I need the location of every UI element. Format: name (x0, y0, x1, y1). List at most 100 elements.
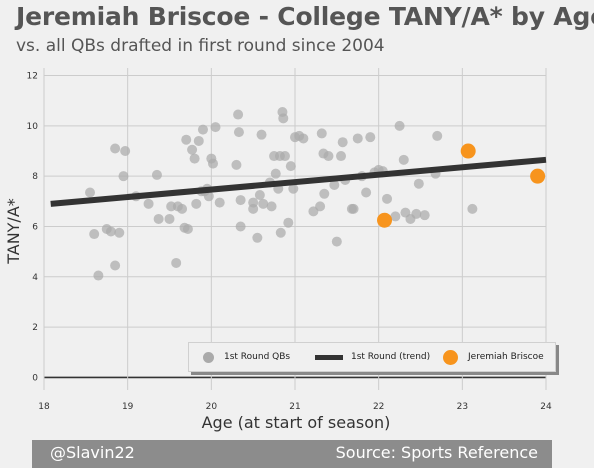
qb-point (164, 213, 175, 224)
qb-point (283, 217, 294, 228)
qb-point (285, 161, 296, 172)
qb-point (193, 135, 204, 146)
y-tick-label: 4 (32, 273, 38, 283)
qb-point (120, 146, 131, 157)
qb-point (252, 232, 263, 243)
y-tick-label: 6 (32, 222, 38, 232)
qb-point (382, 193, 393, 204)
qb-point (275, 227, 286, 238)
x-tick-label: 20 (206, 402, 218, 412)
qb-point (365, 132, 376, 143)
qb-point (235, 221, 246, 232)
trend-line-segment (50, 156, 547, 207)
qb-point (203, 191, 214, 202)
qb-point (93, 270, 104, 281)
qb-point (189, 153, 200, 164)
legend-item-trend: 1st Round (trend) (315, 343, 430, 371)
player-point (377, 212, 393, 228)
qb-point (105, 226, 116, 237)
x-tick-label: 22 (373, 402, 384, 412)
qb-point (89, 229, 100, 240)
legend-marker-player (443, 349, 458, 365)
qb-point (394, 120, 405, 131)
qb-point (254, 190, 265, 201)
qb-point (182, 224, 193, 234)
qb-point (331, 236, 342, 247)
qb-point (151, 169, 162, 180)
qb-point (256, 129, 267, 140)
qb-point (85, 187, 96, 198)
qb-point (143, 198, 154, 209)
qb-point (210, 122, 221, 133)
legend: 1st Round QBs 1st Round (trend) Jeremiah… (188, 342, 556, 372)
qb-point (316, 128, 327, 139)
qb-point (270, 168, 281, 179)
qb-point (288, 183, 299, 194)
qb-point (398, 154, 409, 165)
qb-point (390, 211, 401, 222)
qb-point (187, 144, 198, 155)
footer-source: Source: Sports Reference (335, 443, 538, 462)
qb-point (337, 137, 348, 148)
qb-point (171, 257, 182, 268)
legend-item-qbs: 1st Round QBs (203, 343, 290, 371)
legend-marker-trend (315, 354, 343, 360)
x-tick-labels: 18 19 20 21 22 23 24 (38, 402, 552, 412)
player-points (377, 143, 546, 228)
chart-title: Jeremiah Briscoe - College TANY/A* by Ag… (16, 2, 594, 31)
qb-point (329, 179, 340, 190)
x-tick-label: 24 (540, 402, 552, 412)
qb-point (233, 127, 244, 138)
qb-point (336, 151, 347, 162)
qb-point (279, 151, 290, 162)
legend-item-player: Jeremiah Briscoe (443, 343, 544, 371)
qb-point (181, 134, 192, 145)
x-tick-label: 21 (289, 402, 300, 412)
qb-point (432, 130, 443, 141)
y-tick-label: 10 (27, 122, 39, 132)
qb-point (233, 109, 244, 120)
qb-point (191, 198, 202, 209)
grid-lines (43, 68, 547, 390)
qb-point (413, 178, 424, 189)
qb-point (319, 188, 330, 199)
chart-subtitle: vs. all QBs drafted in first round since… (16, 36, 385, 56)
qb-point (315, 201, 326, 212)
qb-point (235, 195, 246, 206)
x-tick-label: 23 (457, 402, 468, 412)
x-tick-label: 18 (38, 402, 50, 412)
qb-point (153, 213, 164, 224)
qb-point (208, 158, 219, 169)
y-tick-labels: 0 2 4 6 8 10 12 (27, 72, 39, 384)
qb-point (266, 201, 277, 212)
y-tick-label: 0 (32, 373, 38, 383)
qb-point (361, 187, 372, 198)
qb-point (411, 208, 422, 219)
x-tick-label: 19 (122, 402, 134, 412)
legend-label-trend: 1st Round (trend) (351, 352, 431, 362)
qb-point (118, 171, 129, 182)
footer-bar: @Slavin22 Source: Sports Reference (32, 440, 552, 468)
qb-point (177, 203, 188, 214)
player-point (460, 143, 476, 159)
player-point (530, 168, 546, 184)
qb-point (258, 198, 269, 209)
footer-credit: @Slavin22 (50, 443, 135, 462)
qb-point (278, 113, 289, 124)
qb-point (298, 133, 309, 144)
qb-point (197, 124, 208, 135)
qb-point (214, 197, 225, 208)
qb-point (348, 203, 359, 214)
qb-point (231, 159, 242, 170)
legend-label-player: Jeremiah Briscoe (468, 352, 544, 362)
qb-point (352, 133, 363, 144)
y-axis-label: TANY/A* (4, 198, 23, 265)
y-tick-label: 2 (32, 323, 38, 333)
qb-point (419, 210, 430, 221)
x-axis-label: Age (at start of season) (202, 413, 391, 432)
legend-label-qbs: 1st Round QBs (224, 352, 291, 362)
trend-line (50, 156, 547, 207)
y-tick-label: 8 (32, 172, 38, 182)
qb-point (248, 197, 259, 208)
